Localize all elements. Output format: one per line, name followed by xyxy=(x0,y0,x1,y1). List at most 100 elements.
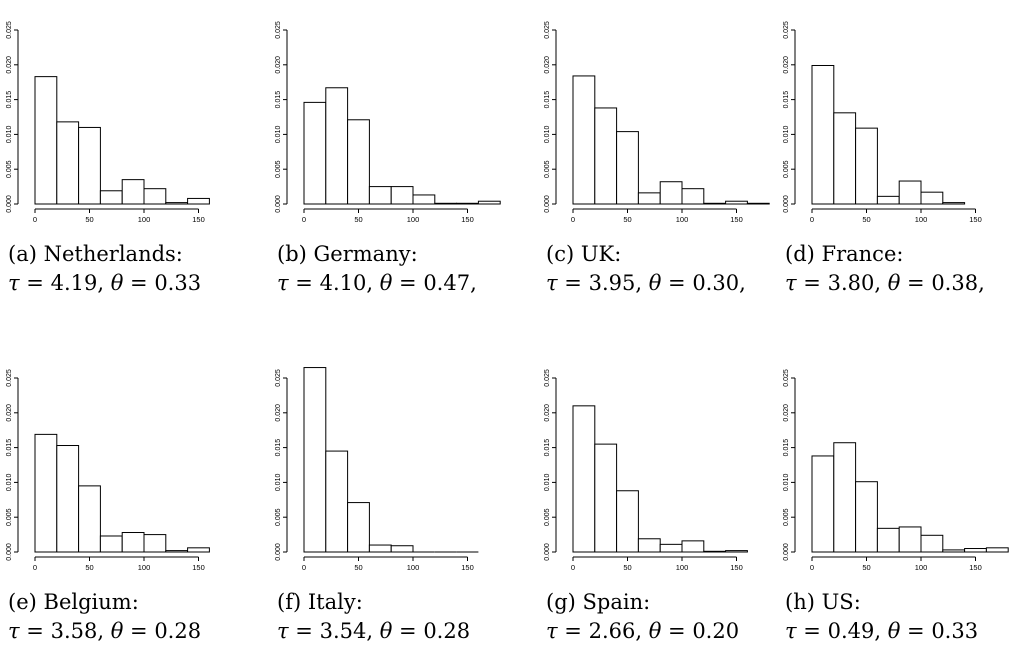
y-tick-label: 0.020 xyxy=(275,56,282,74)
theta-value: 0.47 xyxy=(423,271,471,295)
y-tick-label: 0.020 xyxy=(544,56,551,74)
y-tick-label: 0.000 xyxy=(6,195,13,213)
histogram-bar xyxy=(616,131,639,205)
country-name: France: xyxy=(821,242,904,266)
tau-value: 3.58 xyxy=(50,619,98,643)
histogram-bar xyxy=(78,485,101,553)
x-tick-label: 0 xyxy=(810,563,814,572)
caption-germany: (b) Germany: τ = 4.10, θ = 0.47, xyxy=(277,242,477,295)
country-name: US: xyxy=(821,590,861,614)
y-tick-label: 0.020 xyxy=(6,404,13,422)
histogram-bar xyxy=(920,191,944,205)
histogram-bar xyxy=(681,188,705,205)
caption-us: (h) US: τ = 0.49, θ = 0.33 xyxy=(785,590,979,643)
theta-value: 0.33 xyxy=(931,619,979,643)
y-tick-label: 0.015 xyxy=(275,91,282,109)
y-tick-label: 0.000 xyxy=(544,543,551,561)
y-tick-label: 0.005 xyxy=(275,160,282,178)
caption-france: (d) France: τ = 3.80, θ = 0.38, xyxy=(785,242,985,295)
trailing-punct: , xyxy=(470,271,477,295)
y-tick-label: 0.025 xyxy=(544,21,551,39)
histogram-bar xyxy=(681,540,705,553)
trailing-punct: , xyxy=(978,271,985,295)
y-tick-label: 0.010 xyxy=(6,126,13,144)
country-name: Italy: xyxy=(307,590,363,614)
histogram-bar xyxy=(121,179,145,205)
y-tick-label: 0.015 xyxy=(6,91,13,109)
x-tick-label: 50 xyxy=(354,215,362,224)
caption-spain: (g) Spain: τ = 2.66, θ = 0.20 xyxy=(546,590,740,643)
histogram-bar xyxy=(143,188,167,205)
x-tick-label: 150 xyxy=(969,215,982,224)
x-tick-label: 150 xyxy=(461,563,474,572)
histogram-bar xyxy=(855,481,878,553)
y-tick-label: 0.005 xyxy=(275,508,282,526)
histogram-bar xyxy=(942,549,966,553)
country-name: UK: xyxy=(580,242,622,266)
y-tick-label: 0.000 xyxy=(275,543,282,561)
tau-value: 4.19 xyxy=(50,271,98,295)
histogram-bar xyxy=(56,445,80,553)
histogram-bar xyxy=(34,76,58,205)
histogram-bar xyxy=(325,450,349,553)
histogram-bar xyxy=(456,202,479,205)
histogram-italy: 0.000 0.005 0.010 0.015 0.020 0.025 0 50 100 150 xyxy=(275,367,479,572)
histogram-bar xyxy=(876,527,900,553)
histogram-bar xyxy=(477,200,501,205)
histogram-bar xyxy=(368,544,392,553)
caption-netherlands: (a) Netherlands: τ = 4.19, θ = 0.33 xyxy=(8,242,202,295)
y-tick-label: 0.025 xyxy=(783,21,790,39)
x-tick-label: 150 xyxy=(730,215,743,224)
histogram-bar xyxy=(833,112,857,205)
y-tick-label: 0.025 xyxy=(275,369,282,387)
tau-value: 3.54 xyxy=(319,619,367,643)
y-tick-label: 0.010 xyxy=(275,126,282,144)
y-tick-label: 0.000 xyxy=(783,195,790,213)
panel-germany: 0.000 0.005 0.010 0.015 0.020 0.025 0 50 100 150 … xyxy=(269,0,504,315)
y-tick-label: 0.005 xyxy=(6,160,13,178)
y-tick-label: 0.015 xyxy=(275,439,282,457)
histogram-bar xyxy=(572,75,596,205)
subfigure-label: (h) xyxy=(785,590,815,614)
theta-value: 0.33 xyxy=(154,271,202,295)
histogram-bar xyxy=(34,433,58,553)
histogram-bar xyxy=(811,455,835,553)
country-name: Spain: xyxy=(582,590,651,614)
y-tick-label: 0.010 xyxy=(6,474,13,492)
y-tick-label: 0.015 xyxy=(6,439,13,457)
x-tick-label: 100 xyxy=(138,215,151,224)
histogram-bar xyxy=(833,442,857,553)
x-tick-label: 150 xyxy=(192,215,205,224)
histogram-bar xyxy=(920,534,944,553)
subfigure-label: (g) xyxy=(546,590,576,614)
histogram-bar xyxy=(876,195,900,205)
histogram-bar xyxy=(898,180,922,205)
histogram-bar xyxy=(594,443,618,553)
histogram-bar xyxy=(964,548,987,553)
y-tick-label: 0.000 xyxy=(544,195,551,213)
panel-spain: 0.000 0.005 0.010 0.015 0.020 0.025 0 50 100 150 … xyxy=(538,348,773,663)
x-tick-label: 150 xyxy=(461,215,474,224)
subfigure-label: (a) xyxy=(8,242,37,266)
histogram-germany: 0.000 0.005 0.010 0.015 0.020 0.025 0 50 100 150 xyxy=(275,21,501,224)
histogram-bar xyxy=(703,202,727,205)
x-tick-label: 0 xyxy=(33,563,37,572)
histogram-bar xyxy=(725,550,748,553)
x-tick-label: 100 xyxy=(407,563,420,572)
histogram-bar xyxy=(187,547,210,553)
y-tick-label: 0.020 xyxy=(6,56,13,74)
y-tick-label: 0.020 xyxy=(783,56,790,74)
y-tick-label: 0.025 xyxy=(544,369,551,387)
histogram-bar xyxy=(187,197,210,205)
histogram-bar xyxy=(165,202,189,205)
histogram-bar xyxy=(703,550,727,553)
country-name: Belgium: xyxy=(43,590,139,614)
caption-uk: (c) UK: τ = 3.95, θ = 0.30, xyxy=(546,242,746,295)
histogram-bar xyxy=(56,121,80,205)
y-tick-label: 0.025 xyxy=(275,21,282,39)
trailing-punct: , xyxy=(739,271,746,295)
panel-us: 0.000 0.005 0.010 0.015 0.020 0.025 0 50 100 150 … xyxy=(777,348,1012,663)
y-tick-label: 0.020 xyxy=(783,404,790,422)
y-tick-label: 0.015 xyxy=(783,439,790,457)
x-tick-label: 50 xyxy=(623,563,631,572)
